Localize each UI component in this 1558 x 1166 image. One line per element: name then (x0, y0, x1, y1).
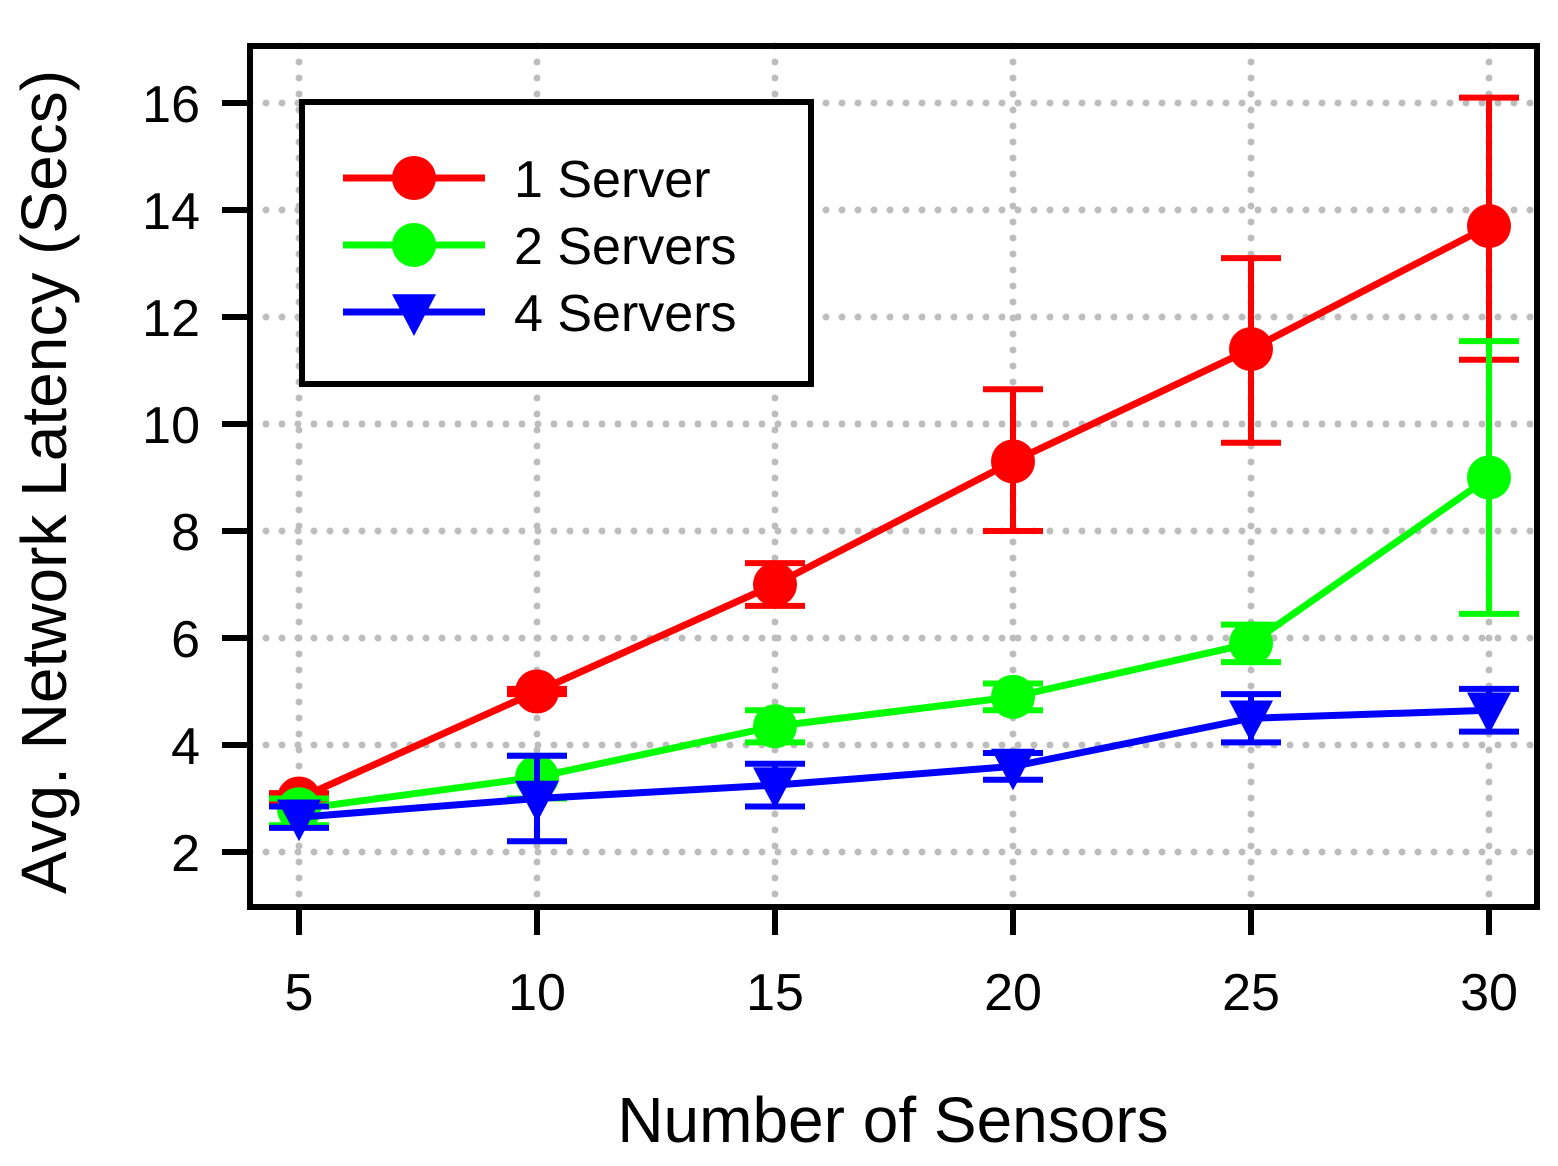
x-axis-label: Number of Sensors (617, 1084, 1168, 1156)
data-point-marker (753, 562, 797, 607)
series-layer (269, 94, 1519, 845)
plot-frame (247, 43, 1540, 910)
data-point-marker (991, 439, 1035, 484)
data-point-marker (392, 294, 436, 337)
x-tick-label: 20 (984, 964, 1042, 1022)
x-tick-label: 30 (1460, 964, 1518, 1022)
series-line (298, 474, 1492, 813)
series-line (297, 222, 1491, 802)
legend-label: 4 Servers (514, 285, 737, 343)
legend-label: 2 Servers (514, 218, 737, 276)
data-point-marker (1467, 455, 1511, 500)
data-point-marker (392, 156, 436, 200)
y-tick-label: 4 (171, 718, 200, 776)
y-tick-label: 6 (171, 611, 200, 669)
legend-label: 1 Server (514, 151, 711, 209)
x-tick-label: 15 (746, 964, 804, 1022)
data-point-marker (753, 704, 797, 749)
data-point-marker (515, 780, 559, 823)
y-tick-label: 10 (142, 397, 200, 455)
data-point-marker (753, 767, 797, 810)
data-point-marker (392, 223, 436, 267)
series-group (269, 685, 1519, 845)
data-point-marker (1229, 621, 1273, 666)
y-tick-label: 8 (171, 504, 200, 562)
y-tick-layer: 2 4 6 8 10 12 14 16 (142, 76, 250, 883)
data-point-marker (991, 674, 1035, 719)
data-point-marker (1467, 692, 1511, 735)
data-point-marker (1467, 204, 1511, 249)
series-group (269, 338, 1519, 832)
series-group (269, 94, 1519, 821)
y-axis-label: Avg. Network Latency (Secs) (8, 70, 80, 894)
data-point-marker (1229, 327, 1273, 372)
data-point-marker (277, 799, 321, 842)
x-tick-label: 10 (508, 964, 566, 1022)
series-line (298, 706, 1490, 821)
x-tick-label: 25 (1222, 964, 1280, 1022)
y-tick-label: 2 (171, 825, 200, 883)
data-point-marker (515, 669, 559, 714)
y-tick-label: 14 (142, 183, 200, 241)
y-tick-label: 16 (142, 76, 200, 134)
data-point-marker (991, 748, 1035, 791)
x-tick-label: 5 (285, 964, 314, 1022)
legend: 1 Server 2 Servers 4 Servers (299, 99, 814, 387)
x-tick-layer: 5 10 15 20 25 30 (285, 907, 1518, 1022)
y-tick-label: 12 (142, 290, 200, 348)
data-point-marker (1229, 700, 1273, 743)
